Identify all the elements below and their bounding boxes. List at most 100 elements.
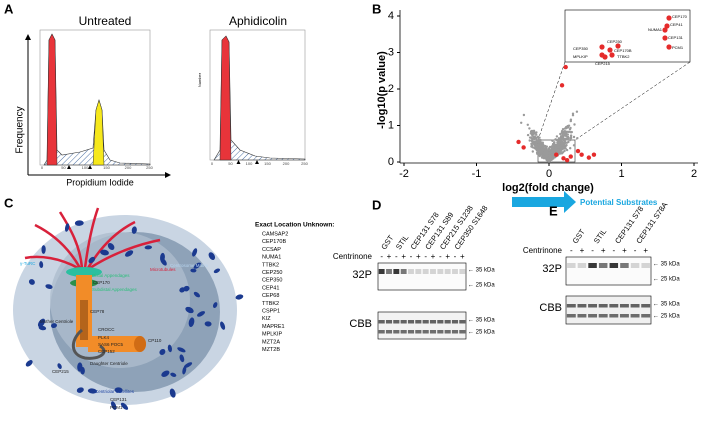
band — [422, 330, 429, 334]
satellite — [160, 257, 167, 266]
band — [415, 330, 422, 334]
background-point — [541, 155, 544, 158]
satellite — [167, 344, 172, 353]
background-point — [564, 144, 567, 148]
x-tick-label: 150 — [264, 161, 271, 166]
band — [566, 304, 576, 308]
diagram-label: Mother Centriole — [40, 319, 74, 324]
band — [588, 314, 598, 318]
satellite — [51, 323, 57, 329]
satellite — [39, 261, 44, 269]
satellite — [88, 256, 96, 264]
background-point — [559, 132, 562, 136]
band — [437, 269, 444, 274]
axis-title: -log10(p value) — [376, 51, 388, 129]
diagram-label: CEP152 — [98, 349, 115, 354]
background-point — [572, 135, 576, 139]
inset-label: TTBK2 — [617, 54, 630, 59]
gel-d — [377, 262, 467, 340]
background-point — [571, 112, 575, 115]
background-point — [570, 130, 573, 134]
sign: + — [445, 252, 450, 261]
list-item: CEP170B — [262, 239, 286, 245]
treatment-label: Centrinone — [333, 252, 373, 261]
sign: + — [387, 252, 392, 261]
highlight-point — [564, 157, 570, 163]
satellite — [80, 366, 85, 375]
panel-label: E — [549, 203, 558, 218]
sign: + — [401, 252, 406, 261]
background-point — [551, 147, 554, 151]
axis-title: Number — [197, 72, 202, 87]
satellite — [131, 226, 137, 234]
background-point — [535, 139, 538, 142]
satellite — [220, 321, 226, 330]
x-tick-label: 100 — [246, 161, 253, 166]
list-item: CEP68 — [262, 293, 279, 299]
band — [598, 304, 608, 308]
satellite — [213, 268, 221, 274]
band — [415, 269, 422, 274]
x-tick-label: 50 — [61, 165, 66, 170]
background-point — [563, 134, 566, 137]
list-item: CSPP1 — [262, 308, 280, 314]
background-point — [563, 139, 567, 142]
background-point — [569, 119, 572, 123]
background-point — [555, 135, 559, 138]
background-point — [553, 149, 556, 153]
background-point — [531, 139, 534, 142]
background-point — [536, 135, 540, 138]
list-item: TTBK2 — [262, 262, 279, 268]
background-point — [542, 146, 545, 150]
panel-label: D — [372, 197, 381, 212]
background-point — [559, 144, 562, 147]
band — [407, 330, 415, 334]
band — [566, 314, 576, 318]
satellite — [125, 250, 134, 257]
background-point — [539, 146, 542, 149]
background-point — [561, 137, 565, 140]
band — [577, 304, 587, 308]
band — [400, 269, 407, 274]
background-point — [536, 152, 539, 155]
diagram-label: CP110 — [148, 338, 162, 343]
band — [451, 320, 459, 324]
size-marker: ← 25 kDa — [468, 330, 495, 336]
background-point — [556, 141, 559, 144]
background-point — [566, 136, 569, 139]
background-point — [542, 151, 546, 155]
diagram-label: Microtubules — [150, 267, 176, 272]
band — [641, 314, 651, 318]
x-tick-label: 1 — [618, 168, 624, 180]
lane-label: STIL — [592, 227, 608, 245]
highlight-point — [561, 156, 566, 161]
band — [619, 304, 629, 308]
y-tick-label: 4 — [388, 10, 394, 22]
band — [459, 269, 466, 274]
background-point — [575, 110, 579, 113]
sign: + — [416, 252, 421, 261]
list-item: MZT2A — [262, 339, 280, 345]
band — [378, 269, 385, 274]
satellite — [37, 318, 46, 328]
diagram-label: Distal Appendages — [92, 273, 130, 278]
band — [393, 330, 400, 334]
arrow-label: Potential Substrates — [580, 198, 658, 207]
x-tick-label: 250 — [301, 161, 308, 166]
size-marker: ← 25 kDa — [653, 314, 680, 320]
band — [378, 330, 385, 334]
sign: - — [634, 246, 637, 255]
highlight-point — [554, 152, 559, 157]
background-point — [558, 139, 562, 143]
panel-label: C — [4, 195, 14, 210]
background-point — [551, 139, 554, 142]
sign: - — [410, 252, 413, 261]
x-tick-label: -1 — [472, 168, 482, 180]
background-point — [566, 124, 569, 128]
background-point — [566, 130, 570, 133]
satellite — [192, 248, 198, 257]
diagram-label: PCM1 — [110, 405, 123, 410]
satellite — [193, 262, 201, 269]
band — [598, 314, 608, 318]
band — [444, 330, 451, 334]
